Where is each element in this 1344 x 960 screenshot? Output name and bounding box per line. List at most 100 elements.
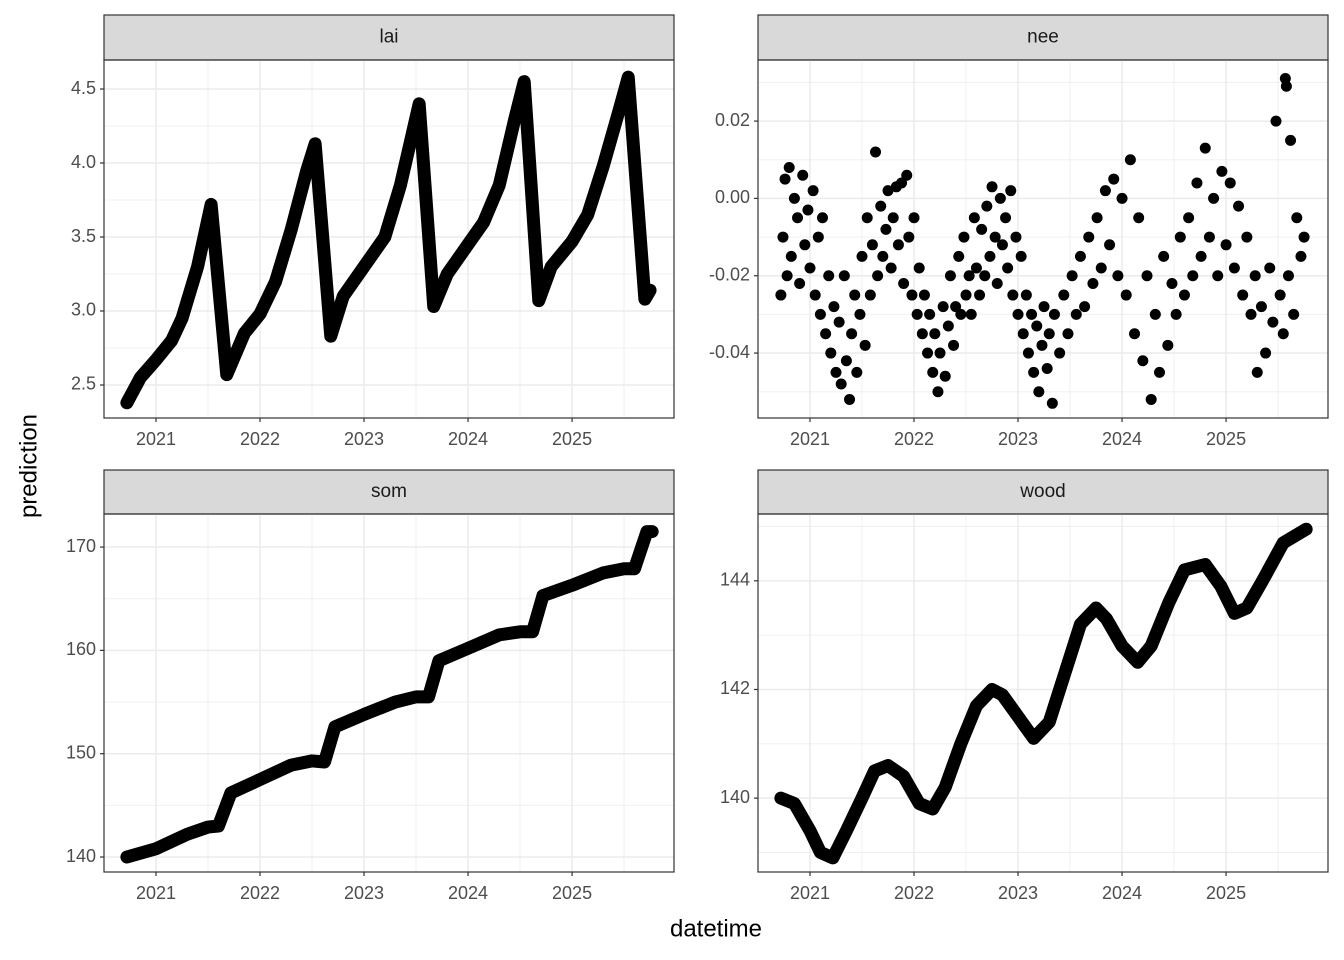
- data-point: [1026, 308, 1038, 320]
- data-point: [1199, 142, 1211, 154]
- data-point: [1274, 289, 1286, 301]
- data-point: [991, 277, 1003, 289]
- data-point: [840, 355, 852, 367]
- data-point: [1046, 397, 1058, 409]
- data-point: [901, 169, 913, 181]
- x-tick-label: 2025: [552, 883, 592, 903]
- data-point: [880, 223, 892, 235]
- data-point: [953, 250, 965, 262]
- x-tick-label: 2021: [136, 883, 176, 903]
- data-point: [1166, 277, 1178, 289]
- data-point: [779, 173, 791, 185]
- y-tick-label: 0.02: [715, 110, 750, 130]
- data-point: [828, 301, 840, 313]
- data-point: [963, 270, 975, 282]
- y-tick-label: 160: [66, 639, 96, 659]
- data-point: [918, 289, 930, 301]
- panel-background: [758, 60, 1328, 418]
- data-point: [1058, 289, 1070, 301]
- data-point: [1245, 308, 1257, 320]
- data-point: [898, 277, 910, 289]
- data-point: [1133, 212, 1145, 224]
- data-point: [1224, 177, 1236, 189]
- data-point: [1153, 366, 1165, 378]
- data-point: [984, 250, 996, 262]
- x-tick-label: 2024: [1102, 429, 1142, 449]
- strip-label: wood: [1019, 481, 1065, 502]
- data-point: [1251, 366, 1263, 378]
- data-point: [1137, 355, 1149, 367]
- data-point: [1170, 308, 1182, 320]
- x-tick-label: 2021: [790, 883, 830, 903]
- data-point: [846, 328, 858, 340]
- data-point: [816, 212, 828, 224]
- data-point: [968, 212, 980, 224]
- data-point: [1017, 328, 1029, 340]
- data-point: [1233, 200, 1245, 212]
- data-point: [851, 366, 863, 378]
- data-point: [812, 231, 824, 243]
- data-point: [1054, 347, 1066, 359]
- data-point: [974, 289, 986, 301]
- data-point: [820, 328, 832, 340]
- data-point: [1174, 231, 1186, 243]
- data-point: [1216, 165, 1228, 177]
- data-point: [1010, 231, 1022, 243]
- data-point: [1000, 212, 1012, 224]
- data-point: [1162, 339, 1174, 351]
- data-point: [986, 181, 998, 193]
- data-point: [981, 200, 993, 212]
- panel-border: [103, 59, 675, 419]
- data-point: [1267, 316, 1279, 328]
- x-tick-label: 2021: [790, 429, 830, 449]
- data-point: [1212, 270, 1224, 282]
- data-point: [979, 270, 991, 282]
- data-point: [1048, 308, 1060, 320]
- data-point: [1149, 308, 1161, 320]
- data-point: [885, 262, 897, 274]
- data-point: [1191, 177, 1203, 189]
- data-point: [1038, 301, 1050, 313]
- data-point: [948, 339, 960, 351]
- data-point: [775, 289, 787, 301]
- panel-background: [758, 514, 1328, 872]
- data-point: [916, 328, 928, 340]
- data-point: [802, 204, 814, 216]
- data-point: [960, 289, 972, 301]
- data-point: [1285, 134, 1297, 146]
- data-point: [911, 308, 923, 320]
- data-point: [1145, 393, 1157, 405]
- data-point: [872, 270, 884, 282]
- data-point: [950, 301, 962, 313]
- data-point: [838, 270, 850, 282]
- x-tick-label: 2022: [240, 429, 280, 449]
- x-tick-label: 2024: [1102, 883, 1142, 903]
- data-point: [830, 366, 842, 378]
- data-point: [1066, 270, 1078, 282]
- y-tick-label: 144: [720, 570, 750, 590]
- data-point: [1028, 366, 1040, 378]
- data-point: [937, 301, 949, 313]
- data-point: [792, 212, 804, 224]
- panel-border: [757, 513, 1329, 873]
- x-tick-label: 2021: [136, 429, 176, 449]
- data-point: [1291, 212, 1303, 224]
- data-point: [1012, 308, 1024, 320]
- y-tick-label: 140: [720, 787, 750, 807]
- data-point: [833, 316, 845, 328]
- data-point: [1112, 270, 1124, 282]
- x-tick-label: 2025: [1206, 429, 1246, 449]
- y-tick-label: 4.5: [71, 78, 96, 98]
- data-point: [906, 289, 918, 301]
- data-point: [1255, 301, 1267, 313]
- data-point: [1237, 289, 1249, 301]
- data-point: [989, 231, 1001, 243]
- data-point: [924, 308, 936, 320]
- data-point: [1141, 270, 1153, 282]
- data-point: [896, 177, 908, 189]
- strip-label: som: [371, 481, 407, 502]
- x-tick-label: 2023: [998, 429, 1038, 449]
- data-point: [1178, 289, 1190, 301]
- data-point: [1288, 308, 1300, 320]
- data-point: [927, 366, 939, 378]
